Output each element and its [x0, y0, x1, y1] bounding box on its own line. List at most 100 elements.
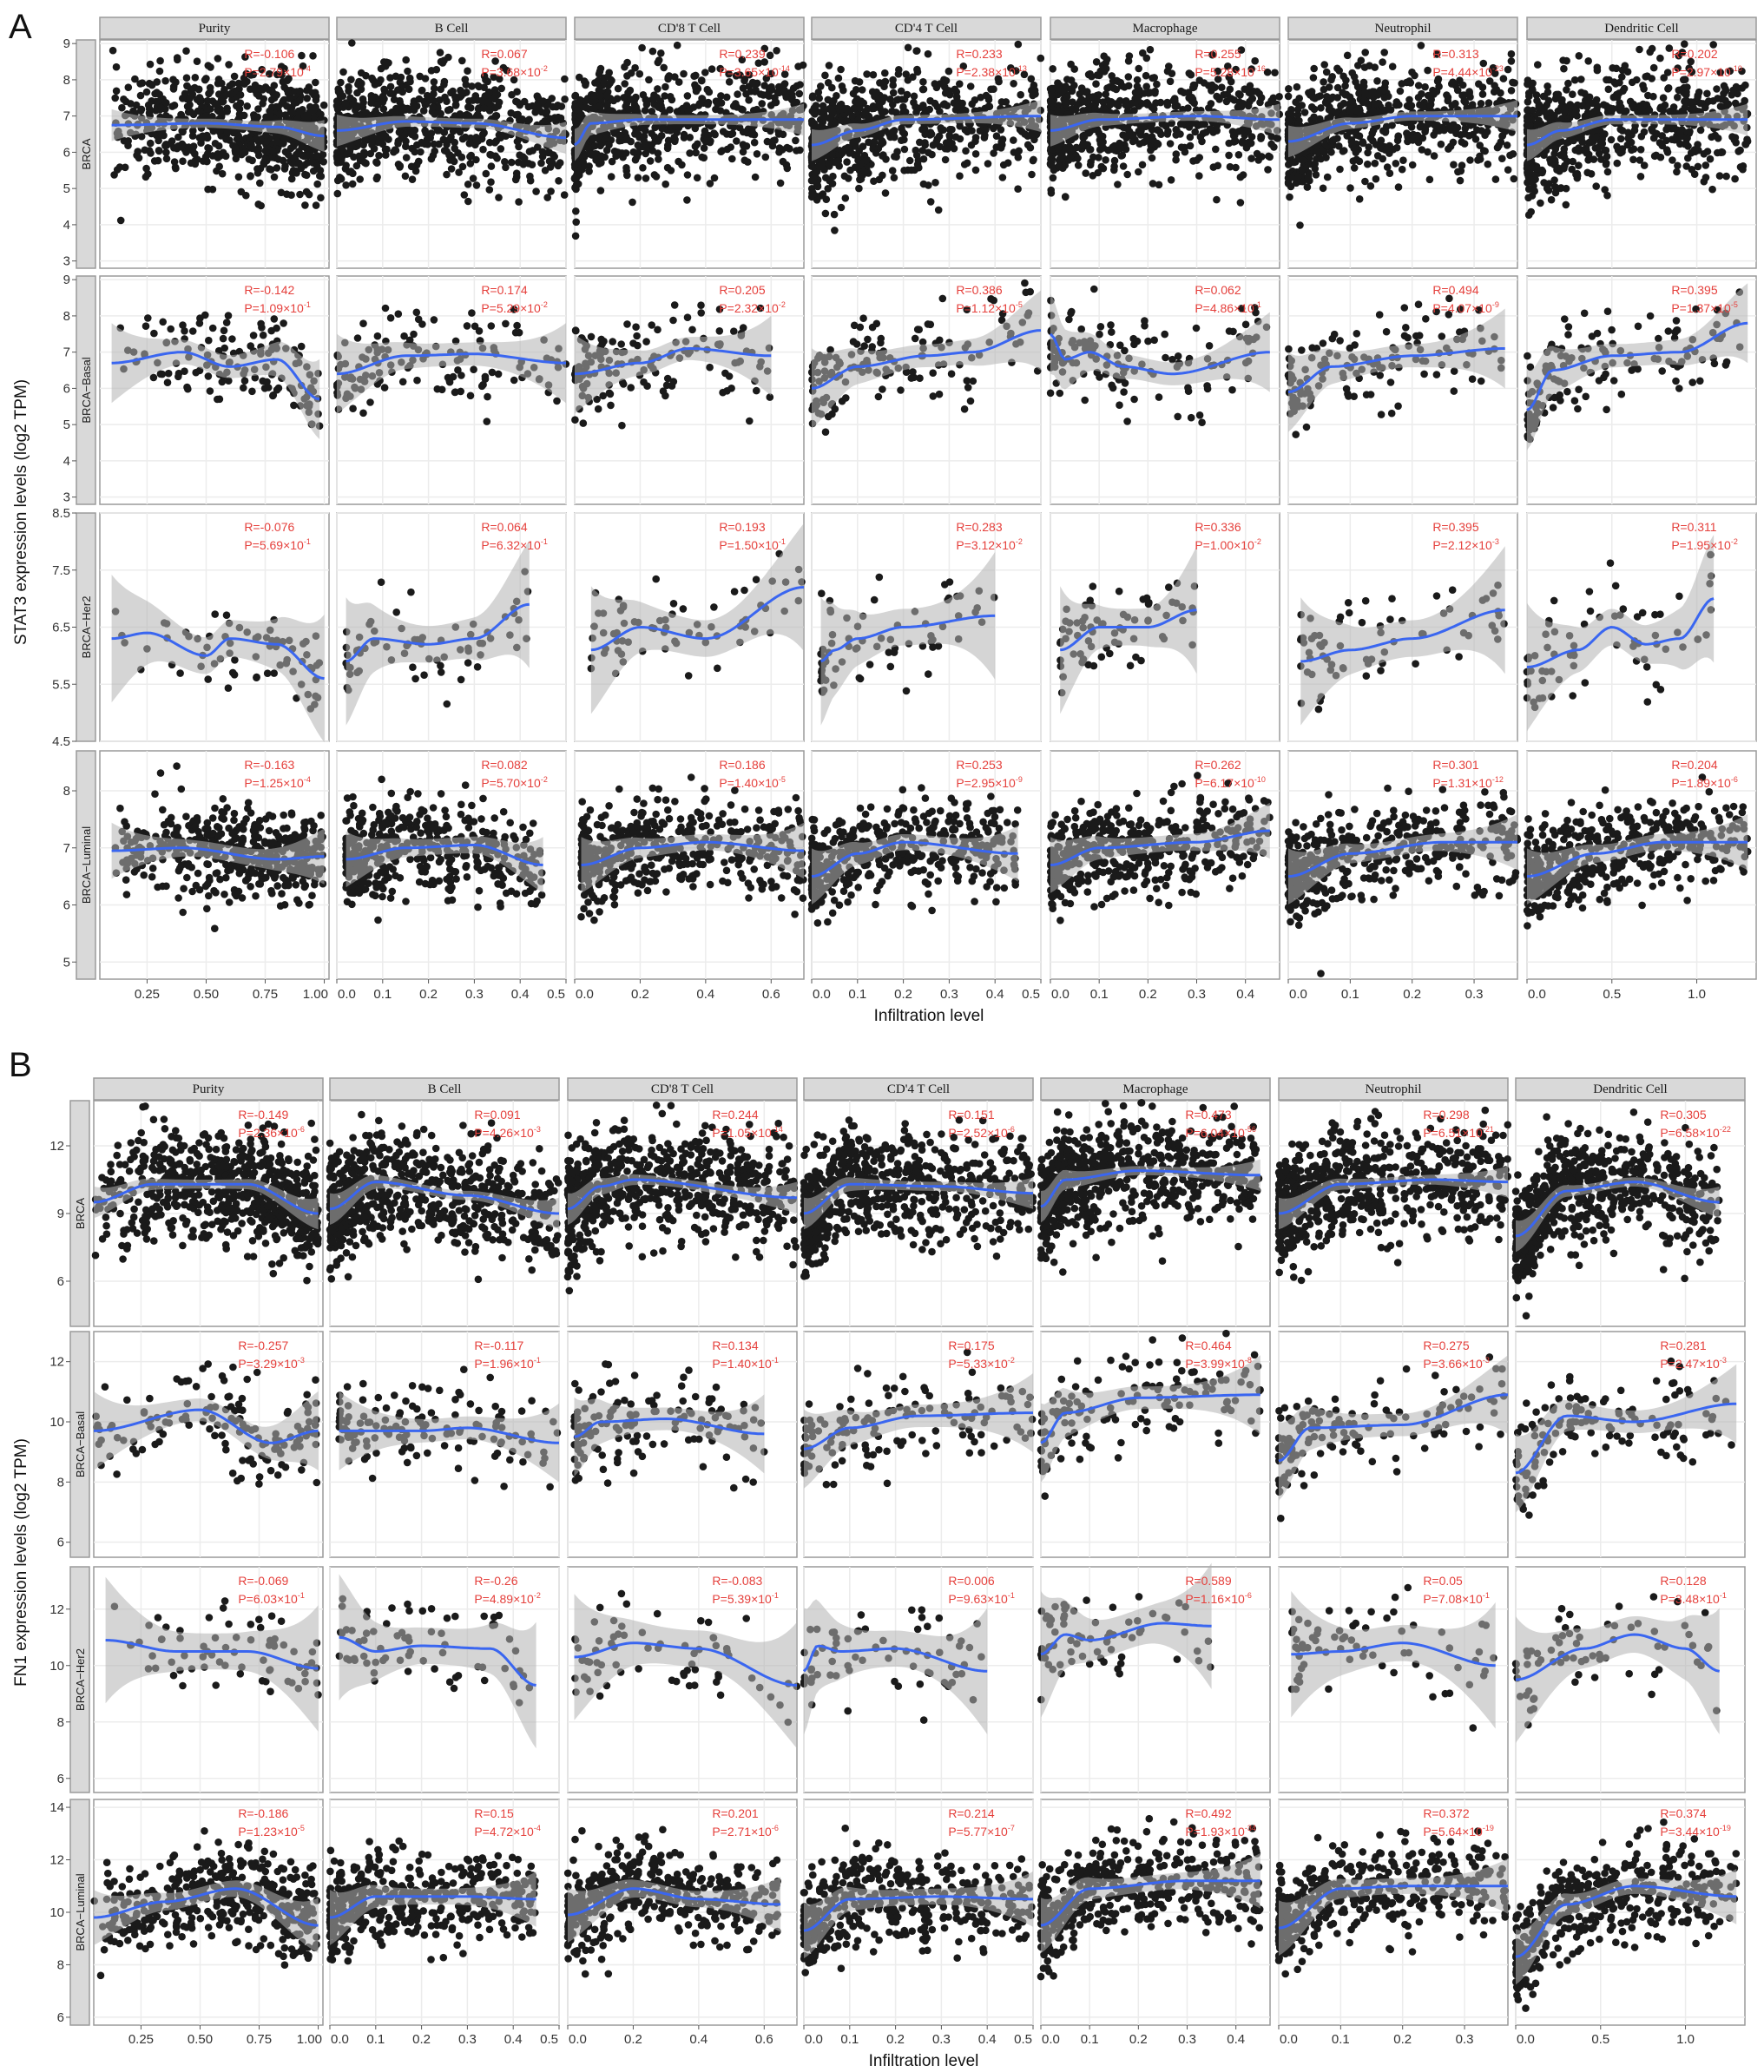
data-point — [516, 151, 523, 159]
data-point — [1293, 82, 1301, 91]
data-point — [451, 101, 460, 109]
data-point — [332, 97, 341, 105]
data-point — [526, 172, 534, 181]
data-point — [377, 76, 385, 84]
data-point — [245, 155, 253, 163]
data-point — [729, 102, 738, 110]
data-point — [368, 141, 376, 148]
data-point — [290, 99, 299, 108]
data-point — [945, 67, 953, 76]
data-point — [921, 139, 929, 147]
data-point — [1133, 76, 1142, 84]
data-point — [1639, 82, 1647, 89]
data-point — [1577, 89, 1585, 96]
data-point — [1150, 74, 1158, 82]
data-point — [572, 218, 580, 227]
data-point — [792, 136, 800, 145]
data-point — [1562, 201, 1570, 209]
data-point — [447, 165, 456, 173]
data-point — [967, 141, 976, 149]
data-point — [554, 161, 563, 170]
data-point — [641, 107, 649, 115]
data-point — [876, 79, 884, 87]
data-point — [482, 169, 490, 178]
p-value-exponent: -4 — [304, 64, 311, 73]
data-point — [841, 194, 850, 202]
data-point — [253, 135, 260, 143]
data-point — [458, 56, 466, 65]
facet-strip — [574, 16, 805, 40]
data-point — [222, 135, 230, 143]
data-point — [956, 135, 964, 143]
data-point — [581, 161, 589, 170]
data-point — [457, 90, 465, 99]
data-point — [1234, 151, 1243, 159]
data-point — [1460, 140, 1469, 148]
data-point — [936, 80, 945, 88]
data-point — [154, 156, 162, 165]
data-point — [1481, 147, 1489, 155]
data-point — [1323, 173, 1332, 181]
data-point — [807, 117, 816, 125]
data-point — [394, 140, 402, 148]
data-point — [1603, 168, 1612, 176]
data-point — [831, 227, 839, 234]
data-point — [112, 87, 121, 95]
data-point — [465, 140, 474, 148]
data-point — [1456, 176, 1465, 185]
data-point — [333, 148, 341, 156]
data-point — [1377, 136, 1386, 145]
data-point — [266, 69, 273, 78]
data-point — [810, 174, 818, 182]
data-point — [655, 155, 662, 163]
data-point — [614, 84, 622, 93]
data-point — [878, 136, 885, 145]
data-point — [1475, 80, 1483, 88]
data-point — [1319, 184, 1327, 193]
data-point — [1144, 100, 1152, 109]
data-point — [1294, 173, 1302, 181]
data-point — [110, 171, 118, 179]
data-point — [1652, 151, 1661, 160]
data-point — [211, 140, 220, 148]
data-point — [595, 160, 603, 168]
data-point — [1421, 128, 1429, 135]
data-point — [1575, 52, 1583, 60]
data-point — [196, 108, 204, 115]
data-point — [1153, 139, 1162, 148]
plots: Purity B Cell CD'8 T Cell CD'4 T Cell Macrop… — [49, 16, 1757, 2047]
data-point — [717, 99, 726, 107]
facet-strip — [336, 16, 567, 40]
data-point — [458, 162, 467, 171]
data-point — [1102, 106, 1109, 115]
data-point — [1092, 58, 1101, 66]
data-point — [474, 137, 482, 145]
data-point — [225, 61, 233, 69]
data-point — [473, 96, 482, 104]
p-value-mantissa: P=3.68×10 — [481, 65, 541, 79]
data-point — [199, 157, 207, 165]
data-point — [359, 141, 368, 149]
data-point — [1027, 75, 1036, 83]
data-point — [350, 100, 358, 108]
data-point — [300, 113, 309, 121]
data-point — [905, 156, 914, 165]
data-point — [1394, 133, 1402, 141]
data-point — [1080, 140, 1088, 148]
data-point — [480, 104, 488, 112]
data-point — [1476, 155, 1484, 163]
data-point — [121, 163, 129, 172]
data-point — [1264, 166, 1272, 174]
data-point — [655, 137, 662, 145]
data-point — [227, 90, 234, 98]
data-point — [274, 155, 283, 163]
data-point — [843, 158, 851, 166]
data-point — [1461, 124, 1470, 133]
r-value: R=-0.106 — [244, 47, 294, 61]
data-point — [1364, 160, 1372, 168]
data-point — [162, 148, 170, 156]
data-point — [137, 132, 146, 141]
data-point — [956, 172, 964, 180]
data-point — [203, 96, 212, 105]
data-point — [1253, 88, 1261, 95]
